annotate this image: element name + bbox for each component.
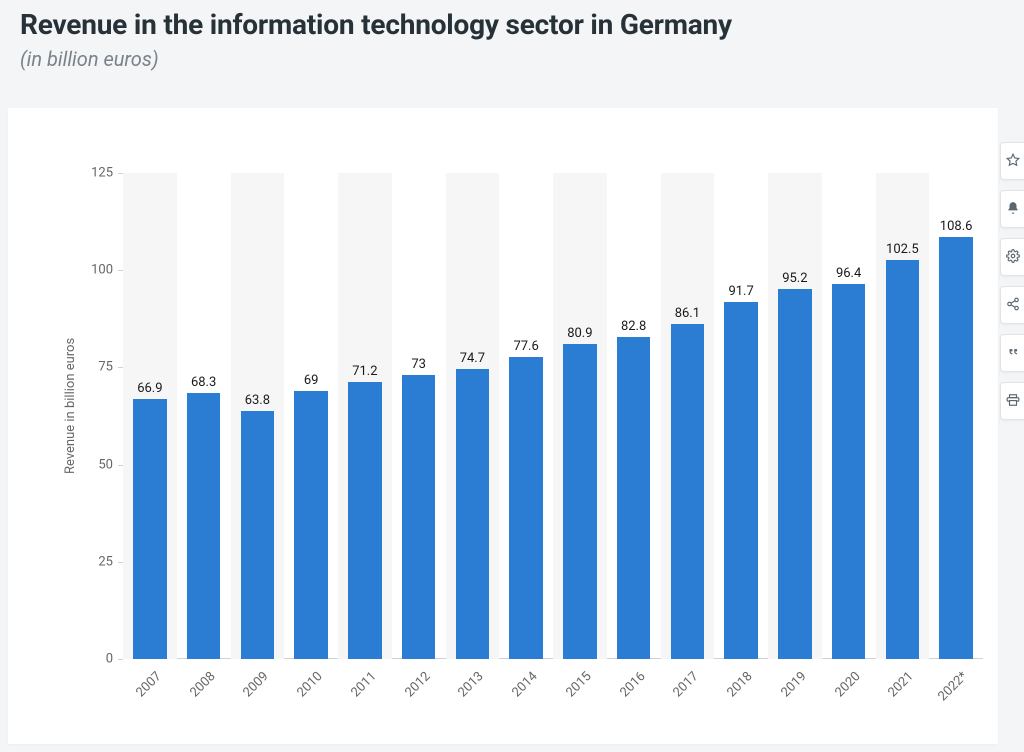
y-tick-label: 0 [106,652,113,667]
share-button[interactable] [1000,286,1024,324]
x-tick-label: 2012 [402,669,433,700]
share-icon [1006,296,1020,315]
bar-value-label: 63.8 [245,393,270,408]
chart-bar [832,284,865,659]
bell-icon [1006,200,1020,219]
y-tick-mark [118,173,123,174]
chart-bar [617,337,650,659]
chart-bar [241,411,274,659]
x-tick-label: 2017 [671,669,702,700]
settings-button[interactable] [1000,238,1024,276]
chart-bar [563,344,596,659]
bar-value-label: 102.5 [886,242,919,257]
y-tick-mark [118,270,123,271]
favorite-button[interactable] [1000,142,1024,180]
bar-value-label: 73 [411,357,426,372]
bar-value-label: 80.9 [567,326,592,341]
print-icon [1006,392,1020,411]
print-button[interactable] [1000,382,1024,420]
bar-value-label: 77.6 [513,339,538,354]
x-tick-label: 2019 [778,669,809,700]
bar-value-label: 96.4 [836,266,861,281]
chart-subtitle: (in billion euros) [20,47,1024,71]
x-tick-label: 2014 [509,669,540,700]
chart-bar [294,391,327,659]
chart-bar [939,237,972,659]
gear-icon [1006,248,1020,267]
chart-plot-area: 025507510012566.9200768.3200863.82009692… [123,173,983,659]
x-tick-label: 2011 [348,669,379,700]
x-tick-label: 2009 [241,669,272,700]
chart-bar [886,260,919,659]
y-tick-label: 125 [91,166,113,181]
x-tick-label: 2008 [187,669,218,700]
chart-title: Revenue in the information technology se… [20,8,1024,41]
chart-card: 0 25 50 75 100 125 66.9 2007 68.3 2008 63.8 2009 69 2… [8,108,998,744]
chart-bar [724,302,757,659]
bar-value-label: 86.1 [675,306,700,321]
chart-bar [187,393,220,659]
y-tick-mark [118,367,123,368]
y-tick-label: 25 [98,554,113,569]
bar-value-label: 91.7 [728,284,753,299]
chart-bar [133,399,166,659]
x-tick-label: 2007 [133,669,164,700]
x-tick-label: 2020 [832,669,863,700]
bar-value-label: 108.6 [940,219,973,234]
chart-bar [402,375,435,659]
y-tick-label: 50 [98,457,113,472]
side-toolbar [1000,142,1024,420]
cite-button[interactable] [1000,334,1024,372]
x-tick-label: 2016 [617,669,648,700]
y-tick-mark [118,659,123,660]
chart-bar [456,369,489,659]
y-tick-label: 100 [91,263,113,278]
x-tick-label: 2015 [563,669,594,700]
x-tick-label: 2021 [886,669,917,700]
bar-value-label: 68.3 [191,375,216,390]
star-icon [1006,152,1020,171]
x-tick-label: 2010 [294,669,325,700]
chart-bar [671,324,704,659]
chart-bar [509,357,542,659]
bar-value-label: 66.9 [137,381,162,396]
page-header: Revenue in the information technology se… [0,0,1024,71]
x-tick-label: 2018 [724,669,755,700]
y-tick-mark [118,465,123,466]
y-tick-label: 75 [98,360,113,375]
y-tick-mark [118,562,123,563]
chart-bar [348,382,381,659]
bar-value-label: 74.7 [460,351,485,366]
bar-value-label: 82.8 [621,319,646,334]
bar-value-label: 95.2 [782,271,807,286]
x-tick-label: 2013 [456,669,487,700]
y-axis-label: Revenue in billion euros [63,338,78,474]
chart-bar [778,289,811,659]
quote-icon [1006,344,1020,363]
x-tick-label: 2022* [935,669,970,704]
alert-button[interactable] [1000,190,1024,228]
bar-value-label: 69 [304,373,319,388]
bar-value-label: 71.2 [352,364,377,379]
